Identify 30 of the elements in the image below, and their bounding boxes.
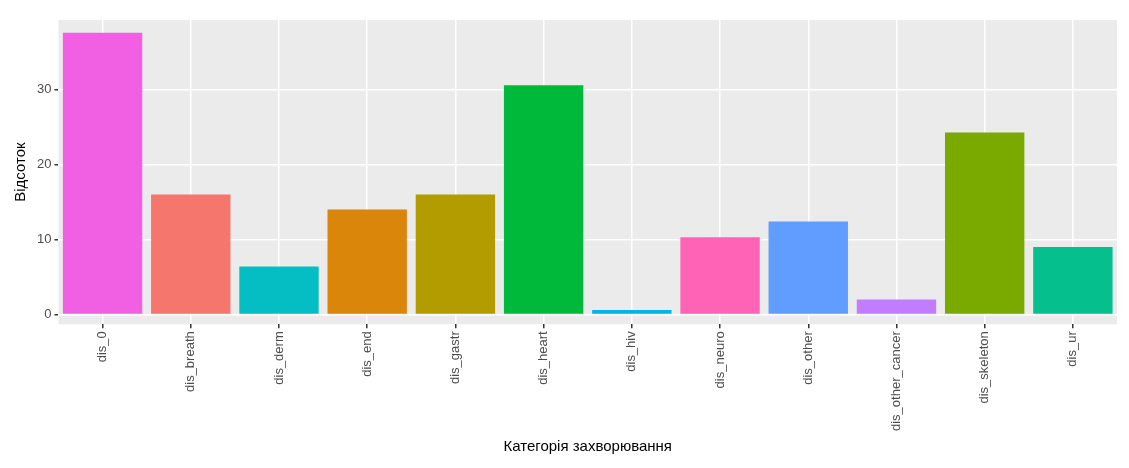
y-tick-label: 30	[36, 81, 52, 97]
bar	[327, 209, 407, 314]
bar	[415, 194, 496, 314]
x-tick-label: dis_ur	[1064, 330, 1080, 367]
x-tick-label: dis_0	[94, 331, 110, 363]
x-tick-label: dis_breath	[182, 331, 198, 392]
x-tick-label: dis_skeleton	[976, 331, 992, 404]
bar	[680, 237, 760, 314]
x-tick-label: dis_derm	[270, 331, 286, 385]
x-tick-label: dis_other_cancer	[888, 330, 904, 432]
bar	[239, 266, 319, 314]
x-tick-label: dis_neuro	[711, 331, 727, 389]
x-tick-label: dis_hiv	[623, 330, 639, 372]
y-axis-title: Відсоток	[11, 142, 29, 202]
bar	[944, 132, 1025, 314]
bar	[151, 194, 231, 314]
x-tick-label: dis_gastr	[446, 330, 462, 385]
bar	[592, 310, 672, 314]
x-tick-label: dis_heart	[535, 330, 551, 385]
bar	[768, 221, 848, 314]
y-tick-label: 10	[36, 231, 52, 247]
y-tick-label: 20	[36, 156, 52, 172]
bar	[62, 32, 143, 314]
bar	[1033, 247, 1113, 314]
y-tick-label: 0	[44, 306, 52, 322]
x-axis-title: Категорія захворювання	[503, 437, 672, 455]
x-tick-label: dis_end	[358, 331, 374, 377]
x-tick-label: dis_other	[799, 330, 815, 385]
bar	[503, 85, 584, 314]
bar	[856, 299, 937, 314]
